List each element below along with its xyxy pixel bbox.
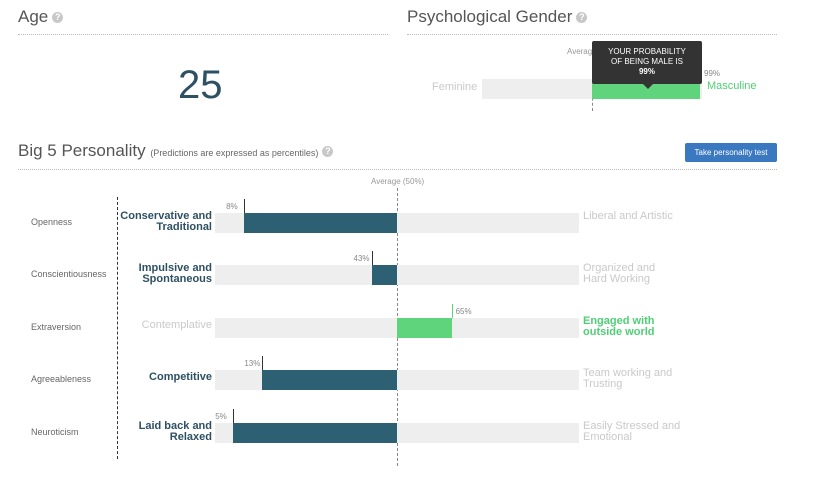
trait-pct-label: 65% <box>455 307 472 316</box>
big5-subtitle: (Predictions are expressed as percentile… <box>150 148 319 158</box>
age-value: 25 <box>178 63 223 107</box>
trait-bar-fill <box>397 318 452 338</box>
trait-right-line: Hard Working <box>583 273 651 285</box>
gender-right-label: Masculine <box>707 80 757 92</box>
trait-pct-label: 8% <box>226 202 238 211</box>
tooltip-arrow <box>643 84 653 89</box>
gender-left-label: Feminine <box>432 81 478 93</box>
trait-bar-track <box>215 265 579 285</box>
trait-left-label: Contemplative <box>112 320 212 331</box>
trait-left-label: Laid back and Relaxed <box>112 421 212 443</box>
trait-right-label: Engaged with outside world <box>583 316 693 338</box>
big5-heading: Big 5 Personality (Predictions are expre… <box>18 141 334 161</box>
big5-average-label: Average (50%) <box>371 177 425 186</box>
gender-pct-label: 99% <box>704 69 721 78</box>
gender-title: Psychological Gender <box>407 7 573 26</box>
trait-left-line: Competitive <box>149 371 212 383</box>
trait-right-label: Organized and Hard Working <box>583 263 693 285</box>
trait-name: Openness <box>31 217 73 227</box>
trait-left-line: Spontaneous <box>142 273 212 285</box>
trait-left-line: Traditional <box>156 221 212 233</box>
trait-pct-label: 43% <box>353 254 370 263</box>
gender-tooltip: YOUR PROBABILITY OF BEING MALE IS 99% <box>592 41 702 84</box>
trait-value-tick <box>233 409 235 423</box>
age-divider <box>18 34 388 35</box>
take-personality-test-button[interactable]: Take personality test <box>685 143 777 162</box>
trait-name: Neuroticism <box>31 427 79 437</box>
help-icon[interactable]: ? <box>576 12 588 24</box>
trait-right-line: Liberal and Artistic <box>583 210 673 222</box>
help-icon[interactable]: ? <box>322 146 334 158</box>
trait-pct-label: 13% <box>244 359 261 368</box>
trait-left-label: Impulsive and Spontaneous <box>112 263 212 285</box>
trait-name: Extraversion <box>31 322 82 332</box>
trait-right-label: Easily Stressed and Emotional <box>583 421 693 443</box>
gender-bar-fill <box>592 79 700 99</box>
gender-heading: Psychological Gender? <box>407 7 588 27</box>
trait-value-tick <box>451 304 453 318</box>
trait-right-line: Engaged with <box>583 315 655 327</box>
trait-bar-fill <box>371 265 397 285</box>
trait-right-line: Easily Stressed and <box>583 420 681 432</box>
trait-left-line: Relaxed <box>169 431 212 443</box>
trait-right-label: Team working and Trusting <box>583 368 693 390</box>
trait-bar-fill <box>262 370 397 390</box>
trait-right-line: outside world <box>583 326 655 338</box>
gender-average-label: Average <box>567 47 597 56</box>
trait-pct-label: 5% <box>215 412 227 421</box>
age-heading: Age? <box>18 7 64 27</box>
trait-right-label: Liberal and Artistic <box>583 211 693 222</box>
trait-value-tick <box>371 251 373 265</box>
tooltip-value: 99% <box>638 67 655 76</box>
trait-right-line: Team working and <box>583 367 673 379</box>
trait-name: Conscientiousness <box>31 269 107 279</box>
help-icon[interactable]: ? <box>52 12 64 24</box>
age-title: Age <box>18 7 49 26</box>
big5-divider <box>18 169 777 170</box>
trait-right-line: Trusting <box>583 378 623 390</box>
trait-left-label: Competitive <box>112 372 212 383</box>
trait-bar-fill <box>233 423 397 443</box>
gender-divider <box>407 34 777 35</box>
big5-title: Big 5 Personality <box>18 141 146 160</box>
tooltip-line: OF BEING MALE IS <box>610 57 683 66</box>
trait-name: Agreeableness <box>31 374 92 384</box>
trait-bar-fill <box>244 213 397 233</box>
trait-value-tick <box>244 199 246 213</box>
trait-right-line: Emotional <box>583 431 632 443</box>
big5-left-axis <box>117 197 118 459</box>
trait-left-label: Conservative and Traditional <box>112 211 212 233</box>
trait-left-line: Conservative and <box>120 210 212 222</box>
trait-left-line: Contemplative <box>141 319 212 331</box>
trait-left-line: Impulsive and <box>138 262 212 274</box>
tooltip-line: YOUR PROBABILITY <box>608 47 686 56</box>
trait-value-tick <box>262 356 264 370</box>
trait-left-line: Laid back and <box>138 420 212 432</box>
trait-right-line: Organized and <box>583 262 656 274</box>
